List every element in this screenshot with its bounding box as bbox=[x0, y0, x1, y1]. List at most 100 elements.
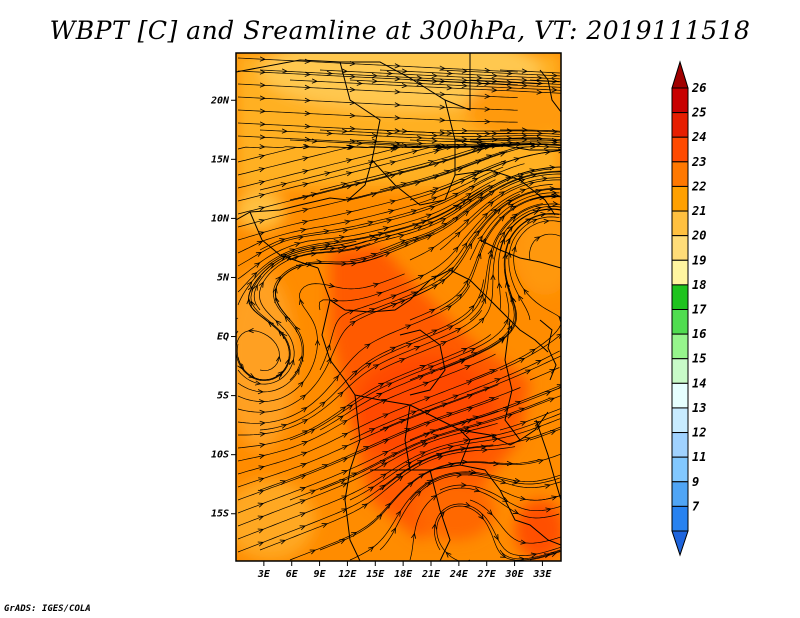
streamline-arrow bbox=[304, 136, 311, 142]
streamline-arrow bbox=[294, 242, 301, 248]
streamline-arrow bbox=[351, 472, 358, 478]
streamline-arrow bbox=[274, 296, 280, 303]
streamline-arrow bbox=[399, 299, 406, 305]
streamline-arrow bbox=[463, 218, 470, 225]
streamline-arrow bbox=[372, 282, 380, 288]
streamline-arrow bbox=[332, 297, 339, 303]
streamline bbox=[274, 193, 492, 321]
streamline-arrow bbox=[511, 245, 517, 253]
streamline-arrow bbox=[477, 235, 483, 242]
streamline bbox=[237, 434, 497, 540]
streamline-arrow bbox=[258, 399, 266, 405]
streamline-arrow bbox=[299, 486, 307, 492]
streamline-arrow bbox=[532, 210, 540, 215]
streamline-arrow bbox=[281, 332, 288, 339]
streamline-arrow bbox=[309, 428, 316, 434]
streamline-arrow bbox=[309, 549, 317, 555]
streamline-arrow bbox=[328, 282, 336, 288]
streamline-arrow bbox=[521, 77, 528, 83]
streamline bbox=[379, 426, 561, 491]
streamline bbox=[379, 129, 560, 135]
streamline-arrow bbox=[466, 380, 473, 386]
colorbar-label: 18 bbox=[692, 278, 706, 292]
streamline-arrow bbox=[251, 271, 258, 278]
streamline-arrow bbox=[500, 238, 505, 245]
streamline-arrow bbox=[389, 186, 397, 192]
streamline bbox=[237, 166, 504, 254]
streamline-arrow bbox=[483, 386, 490, 392]
streamline bbox=[469, 413, 561, 441]
streamline-arrow bbox=[466, 418, 473, 424]
streamline-arrow bbox=[477, 196, 485, 202]
streamline-arrow bbox=[460, 482, 468, 488]
streamline-arrow bbox=[498, 336, 506, 343]
streamline-arrow bbox=[259, 82, 266, 88]
colorbar: 26 25 24 23 22 21 20 19 18 17 16 15 14 13 12 11 9 7 bbox=[671, 60, 707, 557]
streamline-arrow bbox=[431, 275, 438, 281]
streamline-arrow bbox=[417, 274, 425, 280]
streamline-arrow bbox=[469, 348, 476, 353]
streamline-arrow bbox=[465, 429, 472, 435]
streamline-arrow bbox=[285, 255, 292, 261]
streamline-arrow bbox=[372, 364, 380, 370]
streamline-arrow bbox=[523, 288, 529, 295]
colorbar-swatch bbox=[671, 136, 689, 163]
streamline-arrow bbox=[299, 298, 304, 305]
streamline-arrow bbox=[302, 144, 310, 150]
streamline-arrow bbox=[329, 246, 336, 252]
streamline-arrow bbox=[432, 434, 440, 440]
streamline-arrow bbox=[337, 391, 344, 398]
streamline-arrow bbox=[431, 132, 438, 139]
lat-tick-label: EQ bbox=[217, 332, 229, 343]
streamline-arrow bbox=[370, 252, 378, 258]
streamline-arrow bbox=[518, 357, 526, 363]
streamline-arrow bbox=[484, 144, 491, 150]
streamline-arrow bbox=[377, 231, 385, 237]
streamline bbox=[318, 184, 553, 311]
streamline-arrow bbox=[259, 420, 266, 426]
streamline bbox=[469, 220, 561, 381]
map-plot-area bbox=[236, 53, 561, 561]
streamline-arrow bbox=[276, 355, 282, 362]
streamline-arrow bbox=[246, 281, 253, 288]
streamline-arrow bbox=[462, 242, 468, 249]
streamline bbox=[236, 275, 291, 382]
streamline-arrow bbox=[389, 346, 397, 352]
colorbar-label: 26 bbox=[691, 81, 706, 95]
streamline-arrow bbox=[445, 305, 452, 311]
streamline-arrow bbox=[349, 112, 356, 119]
streamline-arrow bbox=[431, 72, 438, 79]
streamline-arrow bbox=[439, 78, 446, 84]
streamline-arrow bbox=[406, 343, 413, 348]
streamline-arrow bbox=[428, 246, 435, 253]
streamline-arrow bbox=[446, 70, 453, 76]
streamline-arrow bbox=[279, 480, 287, 485]
streamline-arrow bbox=[456, 167, 464, 173]
streamline-arrow bbox=[405, 324, 412, 330]
streamline-arrow bbox=[519, 495, 527, 501]
streamline bbox=[259, 69, 540, 85]
streamline-arrow bbox=[446, 130, 453, 136]
colorbar-swatch bbox=[671, 333, 689, 360]
streamline-arrow bbox=[502, 496, 509, 503]
streamline-arrow bbox=[441, 222, 448, 228]
streamline bbox=[349, 350, 560, 441]
lon-tick-label: 30E bbox=[505, 569, 525, 580]
streamline-arrow bbox=[505, 281, 511, 288]
streamline bbox=[238, 309, 482, 436]
streamline-arrow bbox=[536, 89, 543, 95]
streamline-arrow bbox=[256, 240, 264, 246]
streamline-arrow bbox=[354, 181, 361, 187]
streamline-arrow bbox=[459, 179, 466, 184]
streamline-arrow bbox=[479, 143, 486, 149]
streamline-arrow bbox=[369, 428, 376, 434]
streamline-arrow bbox=[481, 297, 487, 304]
streamline-arrow bbox=[452, 246, 459, 253]
streamline-arrow bbox=[472, 178, 479, 183]
streamline-arrow bbox=[350, 261, 358, 267]
streamline-arrow bbox=[455, 327, 462, 333]
streamline-arrow bbox=[537, 459, 544, 464]
streamline-arrow bbox=[424, 421, 431, 427]
streamline-arrow bbox=[491, 72, 498, 79]
streamline-arrow bbox=[344, 219, 351, 225]
